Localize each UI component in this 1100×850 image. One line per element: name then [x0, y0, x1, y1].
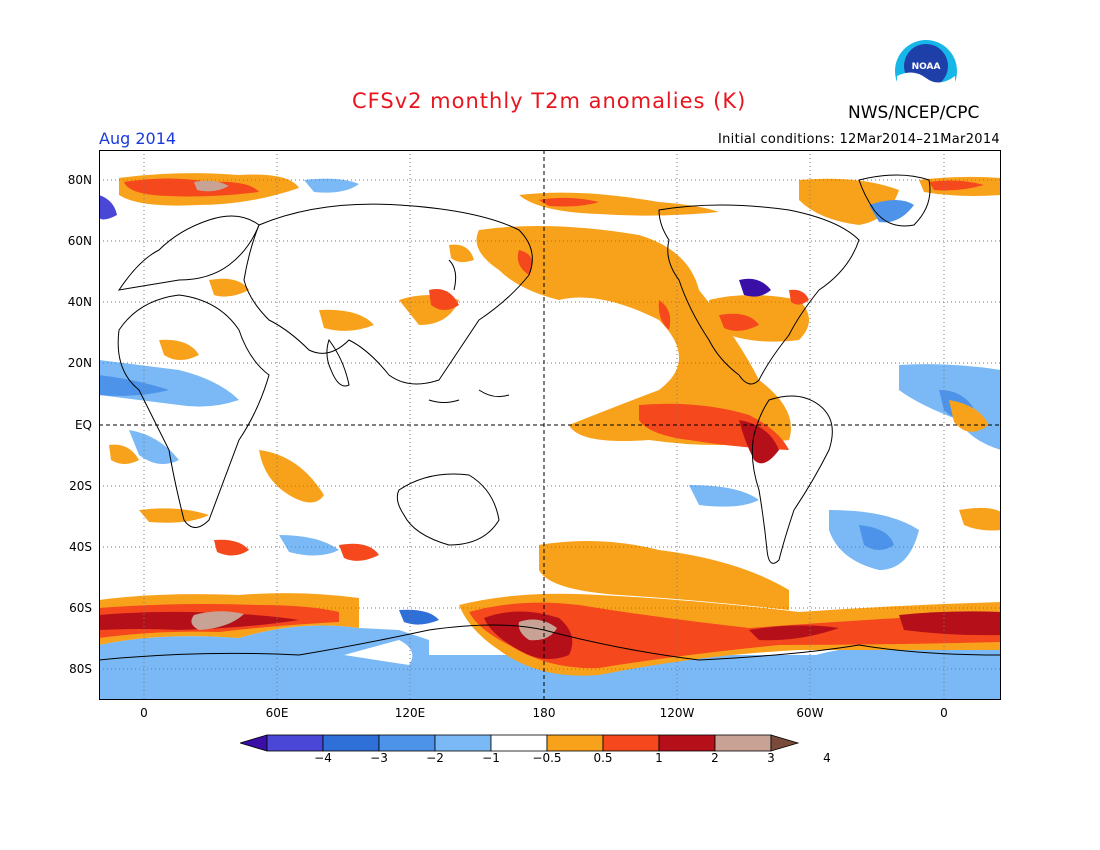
colorbar-segment	[322, 734, 380, 752]
lat-label-eq: EQ	[74, 418, 92, 432]
colorbar-tick-label: −0.5	[532, 751, 562, 765]
colorbar-segment	[546, 734, 604, 752]
lat-label-80n: 80N	[67, 173, 92, 187]
colorbar-segment	[490, 734, 548, 752]
noaa-logo: NOAA	[893, 38, 959, 104]
coastlines	[98, 174, 1002, 661]
lon-label-120e: 120E	[394, 706, 426, 720]
colorbar-tick-label: 1	[655, 751, 663, 765]
map-title: CFSv2 monthly T2m anomalies (K)	[352, 89, 747, 113]
colorbar-segment	[602, 734, 660, 752]
logo-text: NOAA	[912, 62, 941, 72]
colorbar-tick-label: −3	[370, 751, 388, 765]
lat-label-40s: 40S	[69, 540, 92, 554]
lat-label-60s: 60S	[69, 601, 92, 615]
colorbar-segment	[378, 734, 436, 752]
lat-label-60n: 60N	[67, 234, 92, 248]
colorbar-segment	[714, 734, 772, 752]
lat-label-20n: 20N	[67, 356, 92, 370]
lat-label-80s: 80S	[69, 662, 92, 676]
colorbar-tick-label: −4	[314, 751, 332, 765]
colorbar-tick-label: 2	[711, 751, 719, 765]
valid-month-label: Aug 2014	[99, 129, 177, 148]
agency-label: NWS/NCEP/CPC	[848, 103, 980, 123]
lon-label-0: 0	[140, 706, 148, 720]
colorbar-tick-label: 0.5	[593, 751, 613, 765]
colorbar-segment	[238, 734, 268, 752]
colorbar-tick-label: 3	[767, 751, 775, 765]
lon-label-180: 180	[532, 706, 556, 720]
lat-label-20s: 20S	[69, 479, 92, 493]
lon-label-60w: 60W	[796, 706, 824, 720]
colorbar-tick-label: −2	[426, 751, 444, 765]
lat-label-40n: 40N	[67, 295, 92, 309]
colorbar-segment	[770, 734, 800, 752]
colorbar-segment	[658, 734, 716, 752]
colorbar	[238, 734, 862, 752]
lon-label-60e: 60E	[265, 706, 289, 720]
anomaly-map	[98, 150, 1002, 700]
lon-label-0-east: 0	[940, 706, 948, 720]
lon-label-120w: 120W	[659, 706, 695, 720]
colorbar-tick-label: −1	[482, 751, 500, 765]
colorbar-tick-label: 4	[823, 751, 831, 765]
initial-conditions-label: Initial conditions: 12Mar2014–21Mar2014	[717, 132, 1000, 147]
colorbar-segment	[434, 734, 492, 752]
colorbar-segment	[266, 734, 324, 752]
